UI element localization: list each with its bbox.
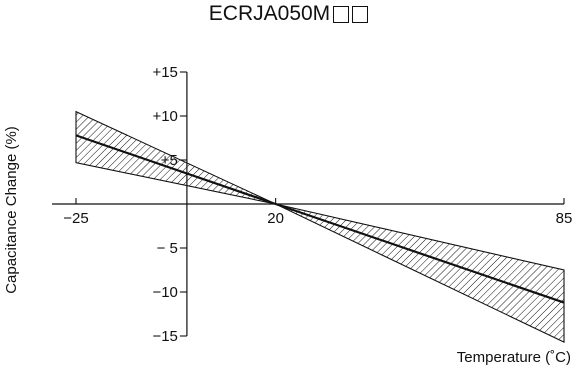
tick-labels: +15 +10 +5 − 5 −10 −15 −25 20 85 xyxy=(63,64,572,345)
y-tick-label: −10 xyxy=(152,284,177,301)
x-axis-label: Temperature (˚C) xyxy=(457,349,571,366)
y-tick-label: +5 xyxy=(161,152,178,169)
tolerance-bands xyxy=(75,110,565,344)
title-box-2 xyxy=(352,5,369,23)
x-tick-label: 85 xyxy=(556,210,573,227)
x-tick-label: −25 xyxy=(63,210,88,227)
title-box-1 xyxy=(333,5,350,23)
tolerance-band-0 xyxy=(75,110,565,344)
x-tick-label: 20 xyxy=(267,210,284,227)
y-tick-label: −15 xyxy=(152,328,177,345)
y-tick-label: +10 xyxy=(152,108,177,125)
chart-title-text: ECRJA050M xyxy=(208,2,331,25)
y-tick-label: +15 xyxy=(152,64,177,81)
series-line-0 xyxy=(75,134,565,304)
y-axis-label: Capacitance Change (%) xyxy=(3,126,20,294)
y-tick-label: − 5 xyxy=(157,240,178,257)
chart-title: ECRJA050M xyxy=(0,2,577,26)
series-lines xyxy=(75,134,565,304)
axis-ticks xyxy=(75,71,565,337)
